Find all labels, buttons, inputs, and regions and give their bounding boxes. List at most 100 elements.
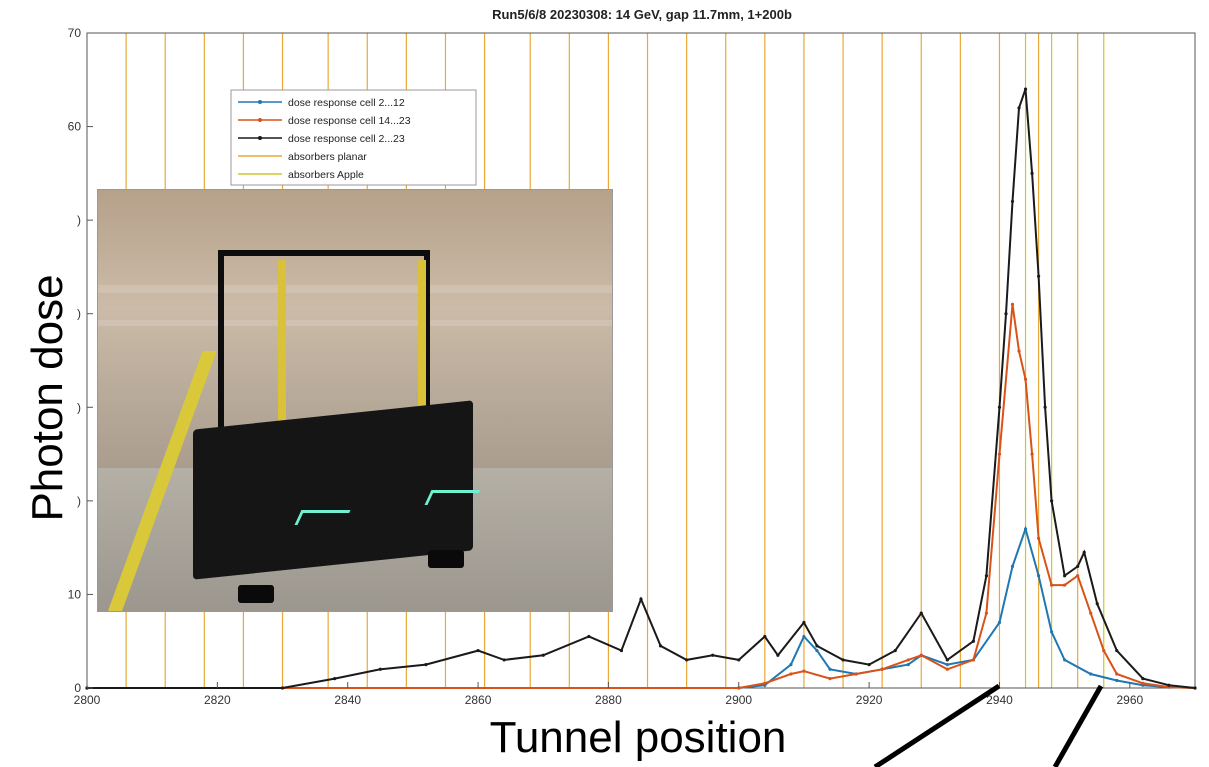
callout-line-left: [873, 683, 1001, 767]
data-point: [880, 667, 884, 671]
legend-marker: [258, 118, 262, 122]
data-point: [984, 574, 989, 578]
callout-lines: [873, 683, 1104, 767]
legend-label: absorbers planar: [288, 151, 367, 163]
legend-label: dose response cell 2...23: [288, 133, 405, 145]
data-point: [1141, 681, 1145, 685]
data-point: [424, 663, 428, 667]
data-point: [1017, 349, 1021, 353]
data-point: [945, 663, 949, 667]
callout-line-right: [1052, 684, 1104, 767]
legend-label: dose response cell 2...12: [288, 97, 405, 109]
data-point: [828, 667, 832, 671]
data-point: [1063, 583, 1067, 587]
data-point: [1089, 611, 1093, 615]
y-tick-label: ): [77, 494, 81, 508]
y-tick-label: 70: [68, 26, 82, 40]
data-point: [619, 648, 624, 653]
legend-label: absorbers Apple: [288, 169, 364, 181]
data-point: [815, 648, 819, 653]
data-point: [997, 452, 1002, 456]
data-point: [1004, 312, 1008, 316]
data-point: [1063, 574, 1067, 578]
y-tick-label: ): [77, 400, 81, 414]
data-point: [1036, 274, 1041, 278]
data-point: [1089, 672, 1093, 676]
data-point: [1082, 550, 1086, 554]
data-point: [1023, 87, 1028, 91]
data-point: [997, 620, 1002, 625]
data-point: [1095, 602, 1099, 606]
data-point: [1050, 630, 1054, 634]
legend-marker: [258, 136, 262, 140]
data-point: [802, 620, 806, 625]
x-tick-label: 2880: [595, 693, 622, 707]
data-point: [945, 658, 949, 662]
data-point: [1141, 677, 1145, 681]
data-point: [1063, 658, 1067, 662]
data-point: [1076, 574, 1080, 578]
data-point: [802, 634, 806, 639]
robot-photo-inset: [97, 189, 613, 612]
y-axis-ticks: 0 10)))) 60 70: [68, 26, 93, 695]
x-tick-label: 2960: [1116, 693, 1143, 707]
data-point: [280, 686, 285, 690]
x-tick-label: 2940: [986, 693, 1013, 707]
data-point: [789, 672, 793, 676]
data-point: [1036, 574, 1041, 578]
data-point: [1193, 686, 1197, 690]
data-point: [1115, 678, 1119, 683]
data-point: [639, 597, 643, 601]
data-point: [378, 667, 382, 671]
data-point: [802, 669, 806, 673]
legend: dose response cell 2...12 dose response c…: [230, 89, 477, 186]
x-tick-label: 2840: [334, 693, 361, 707]
data-point: [1115, 648, 1119, 653]
data-point: [867, 663, 871, 667]
data-point: [1036, 536, 1041, 540]
data-point: [919, 653, 923, 657]
data-point: [1010, 199, 1015, 204]
data-point: [815, 644, 819, 648]
data-point: [1076, 564, 1080, 568]
data-point: [971, 639, 976, 643]
data-point: [587, 634, 591, 639]
data-point: [893, 648, 897, 653]
data-point: [1017, 106, 1021, 110]
data-point: [1043, 405, 1047, 409]
data-point: [1167, 683, 1171, 687]
data-point: [789, 663, 793, 667]
chart-title: Run5/6/8 20230308: 14 GeV, gap 11.7mm, 1…: [492, 7, 792, 22]
data-point: [1010, 302, 1015, 306]
data-point: [541, 653, 545, 657]
data-point: [919, 611, 923, 615]
data-point: [1023, 377, 1028, 381]
legend-label: dose response cell 14...23: [288, 115, 411, 127]
data-point: [1115, 672, 1119, 676]
data-point: [1050, 499, 1054, 503]
data-point: [1023, 527, 1028, 531]
data-point: [906, 663, 910, 667]
legend-marker: [258, 100, 262, 104]
data-point: [828, 677, 832, 681]
data-point: [1030, 452, 1034, 456]
x-tick-label: 2860: [465, 693, 492, 707]
data-point: [776, 653, 780, 657]
data-point: [763, 681, 767, 685]
data-point: [737, 658, 741, 662]
y-tick-label: 10: [68, 587, 82, 601]
data-point: [333, 677, 337, 681]
series-layer: [85, 87, 1197, 690]
x-tick-label: 2920: [856, 693, 883, 707]
data-point: [502, 658, 506, 662]
data-point: [711, 653, 715, 657]
data-point: [984, 611, 989, 615]
x-tick-label: 2820: [204, 693, 231, 707]
data-point: [1102, 648, 1106, 653]
data-point: [476, 648, 480, 653]
data-point: [841, 658, 845, 662]
y-tick-label: ): [77, 213, 81, 227]
series-line-1: [87, 525, 1196, 689]
data-point: [945, 667, 949, 671]
data-point: [1050, 583, 1054, 587]
